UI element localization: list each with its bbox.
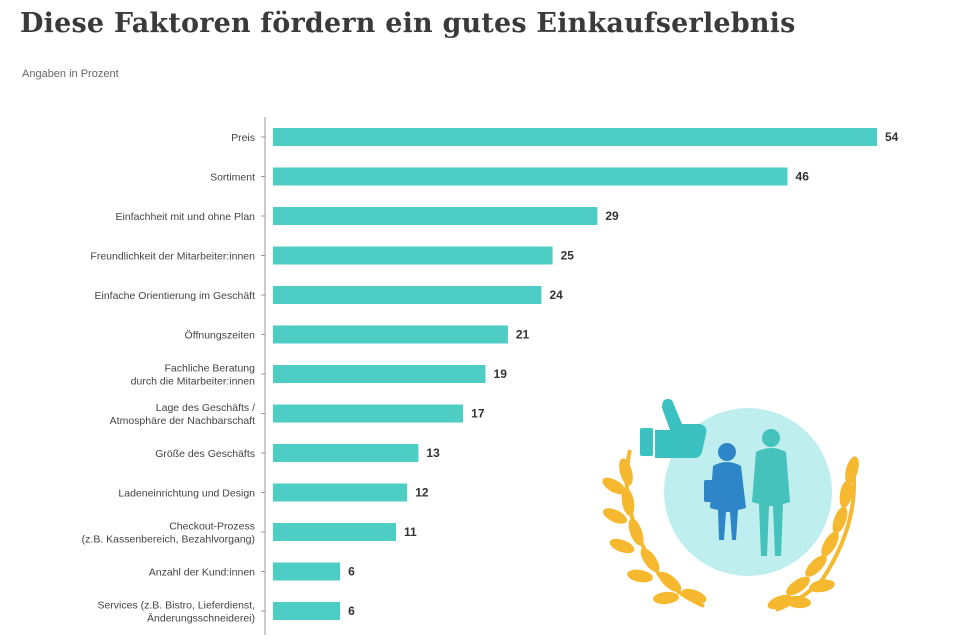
bar	[273, 404, 464, 423]
bar-value-label: 54	[885, 130, 899, 144]
chart-subtitle: Angaben in Prozent	[22, 68, 119, 80]
chart-title: Diese Faktoren fördern ein gutes Einkauf…	[20, 8, 796, 39]
laurel-left-icon	[602, 449, 707, 608]
bar-value-label: 19	[494, 367, 508, 381]
bar	[273, 365, 486, 383]
bar-value-label: 46	[796, 170, 810, 184]
category-label: Ladeneinrichtung und Design	[118, 488, 255, 500]
bar-value-label: 11	[404, 525, 417, 539]
bar-value-label: 29	[605, 209, 619, 223]
bar	[273, 167, 788, 186]
category-label: Checkout-Prozess	[169, 521, 255, 533]
bar	[273, 286, 542, 304]
person-icon	[704, 443, 746, 540]
category-label: Einfache Orientierung im Geschäft	[95, 290, 256, 302]
bar	[273, 128, 877, 146]
category-label: durch die Mitarbeiter:innen	[131, 376, 255, 388]
bar	[273, 207, 598, 225]
laurel-right-icon	[767, 456, 859, 612]
category-label: Größe des Geschäfts	[155, 448, 255, 460]
category-label: Anzahl der Kund:innen	[149, 567, 255, 579]
category-label: Einfachheit mit und ohne Plan	[115, 211, 255, 223]
category-label: Änderungsschneiderei)	[147, 613, 255, 625]
bar	[273, 602, 341, 620]
category-label: Freundlichkeit der Mitarbeiter:innen	[90, 251, 255, 263]
bar-value-label: 6	[348, 604, 355, 618]
bar-value-label: 17	[471, 407, 485, 421]
category-label: Preis	[231, 132, 255, 144]
bar	[273, 325, 508, 344]
bar	[273, 562, 341, 581]
category-label: Lage des Geschäfts /	[156, 402, 255, 414]
satisfaction-illustration	[602, 399, 859, 612]
category-label: Fachliche Beratung	[165, 363, 256, 375]
bar	[273, 483, 408, 502]
illustration-circle	[664, 408, 832, 576]
bar-value-label: 25	[561, 249, 575, 263]
bar-value-label: 12	[415, 486, 429, 500]
category-label: Öffnungszeiten	[185, 330, 256, 342]
category-label: (z.B. Kassenbereich, Bezahlvorgang)	[82, 534, 255, 546]
bar-value-label: 13	[426, 446, 440, 460]
bar-value-label: 24	[549, 288, 563, 302]
bar	[273, 444, 419, 462]
bar	[273, 246, 553, 265]
bar-value-label: 21	[516, 328, 530, 342]
category-label: Atmosphäre der Nachbarschaft	[110, 415, 255, 427]
person-icon	[752, 429, 790, 556]
thumbs-up-icon	[640, 399, 707, 458]
bar-value-label: 6	[348, 565, 355, 579]
category-label: Sortiment	[210, 172, 255, 184]
bar	[273, 523, 396, 541]
category-label: Services (z.B. Bistro, Lieferdienst,	[97, 600, 255, 612]
